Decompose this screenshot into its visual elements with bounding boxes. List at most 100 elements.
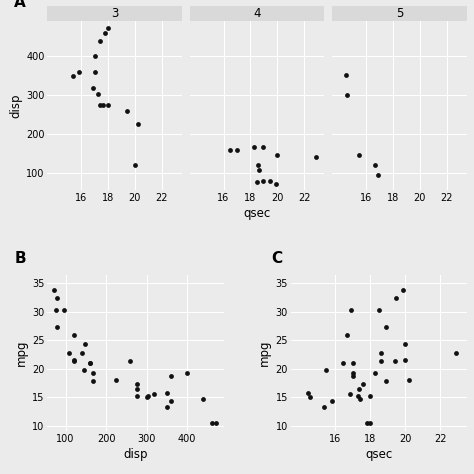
Point xyxy=(52,306,60,313)
Point xyxy=(349,359,356,367)
Y-axis label: disp: disp xyxy=(9,93,22,118)
Point xyxy=(99,101,106,109)
Point xyxy=(372,161,379,169)
Point xyxy=(163,403,171,410)
Point xyxy=(91,68,99,76)
Point xyxy=(212,419,220,427)
Point xyxy=(273,151,281,158)
Point xyxy=(349,373,356,380)
Point xyxy=(354,392,361,400)
Point xyxy=(363,419,371,427)
Point xyxy=(259,143,266,150)
Point xyxy=(346,391,354,398)
Point xyxy=(167,373,175,380)
Point xyxy=(143,393,151,401)
Point xyxy=(453,349,460,356)
Point xyxy=(343,331,351,338)
Point xyxy=(70,356,78,364)
Y-axis label: mpg: mpg xyxy=(15,340,28,366)
Point xyxy=(145,392,152,400)
Point xyxy=(320,403,328,410)
Point xyxy=(96,101,104,109)
Point xyxy=(86,359,94,367)
Point xyxy=(392,294,400,302)
Point xyxy=(342,72,350,79)
Point xyxy=(80,367,88,374)
Point xyxy=(208,419,215,427)
Point xyxy=(328,397,336,405)
X-axis label: qsec: qsec xyxy=(365,448,392,461)
Point xyxy=(81,340,88,347)
Point xyxy=(89,377,97,385)
Point xyxy=(382,377,390,385)
Point xyxy=(164,389,171,396)
Point xyxy=(86,359,94,367)
Point xyxy=(89,84,97,92)
Point xyxy=(401,340,409,347)
Text: 4: 4 xyxy=(254,7,261,20)
Point xyxy=(60,306,67,313)
Point xyxy=(251,143,258,150)
Point xyxy=(131,161,139,169)
Point xyxy=(234,146,241,153)
Point xyxy=(366,392,374,400)
Point xyxy=(255,161,262,168)
Text: C: C xyxy=(272,251,283,266)
Point xyxy=(133,380,141,388)
Point xyxy=(54,323,61,331)
Point xyxy=(134,120,142,128)
Point xyxy=(183,370,191,377)
Point xyxy=(133,385,141,393)
Point xyxy=(255,166,263,173)
Point xyxy=(377,357,384,365)
Text: A: A xyxy=(14,0,26,10)
Point xyxy=(359,380,367,388)
Point xyxy=(102,29,109,37)
Point xyxy=(405,376,413,383)
Point xyxy=(65,349,73,356)
Point xyxy=(312,153,320,161)
Point xyxy=(374,171,382,179)
X-axis label: disp: disp xyxy=(123,448,148,461)
Point xyxy=(356,395,364,403)
Point xyxy=(401,356,409,364)
Point xyxy=(133,392,141,400)
X-axis label: qsec: qsec xyxy=(244,207,271,220)
Point xyxy=(70,357,78,365)
Point xyxy=(356,152,363,159)
Point xyxy=(53,294,61,302)
Point xyxy=(96,37,104,45)
Point xyxy=(382,323,390,331)
Point xyxy=(112,376,120,383)
Point xyxy=(306,393,314,401)
Point xyxy=(69,72,77,80)
Point xyxy=(200,395,207,403)
Point xyxy=(91,53,99,60)
Point xyxy=(150,391,158,398)
Point xyxy=(347,306,355,313)
Point xyxy=(259,177,266,185)
Text: 5: 5 xyxy=(396,7,403,20)
Point xyxy=(272,180,280,188)
Point xyxy=(377,349,384,356)
Point xyxy=(349,370,357,377)
Point xyxy=(322,367,330,374)
Text: 3: 3 xyxy=(111,7,118,20)
Point xyxy=(123,108,131,115)
Point xyxy=(167,397,175,405)
Point xyxy=(126,357,134,365)
Point xyxy=(50,286,58,293)
Point xyxy=(104,25,111,32)
Point xyxy=(89,370,97,377)
Point xyxy=(226,146,234,153)
Point xyxy=(344,91,351,99)
Y-axis label: mpg: mpg xyxy=(258,340,271,366)
Point xyxy=(356,385,363,393)
Point xyxy=(375,306,383,313)
Point xyxy=(70,331,78,338)
Point xyxy=(254,178,261,186)
Point xyxy=(400,286,407,293)
Point xyxy=(392,357,399,365)
Point xyxy=(366,419,374,427)
Point xyxy=(339,359,346,367)
